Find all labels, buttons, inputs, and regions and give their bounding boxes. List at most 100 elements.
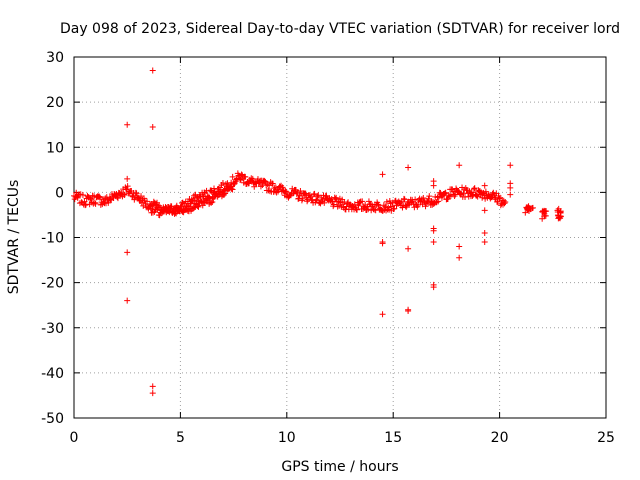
data-point: [430, 239, 437, 246]
data-point: [420, 194, 427, 201]
y-axis-tick-labels: -50 -40 -30 -20 -10 0 10 20 30: [41, 50, 64, 427]
data-point: [365, 206, 372, 213]
data-point: [249, 175, 256, 182]
data-point: [405, 245, 412, 252]
data-point: [529, 204, 536, 211]
data-point: [153, 199, 160, 206]
data-point: [74, 194, 81, 201]
x-axis-tick-labels: 0 5 10 15 20 25: [70, 430, 615, 446]
data-point: [330, 201, 337, 208]
data-point: [507, 191, 514, 198]
data-point: [481, 182, 488, 189]
data-point: [372, 207, 379, 214]
data-point: [379, 240, 386, 247]
x-tick-label: 0: [70, 430, 79, 446]
data-point: [481, 229, 488, 236]
data-point: [206, 194, 213, 201]
data-point: [374, 201, 381, 208]
data-point: [525, 203, 532, 210]
data-point: [405, 164, 412, 171]
data-point: [97, 194, 104, 201]
data-point: [379, 311, 386, 318]
data-point: [554, 207, 561, 214]
data-point: [522, 209, 529, 216]
data-point: [208, 199, 215, 206]
data-point: [498, 200, 505, 207]
data-point: [430, 182, 437, 189]
data-point: [400, 195, 407, 202]
data-point: [105, 199, 112, 206]
data-point: [430, 284, 437, 291]
data-point: [91, 199, 98, 206]
data-point: [365, 198, 372, 205]
x-axis-title: GPS time / hours: [281, 459, 398, 475]
data-point: [444, 196, 451, 203]
grid-lines: [74, 57, 606, 418]
data-point: [456, 243, 463, 250]
y-tick-label: 20: [46, 95, 64, 111]
data-point: [435, 198, 442, 205]
data-point: [194, 203, 201, 210]
data-point: [426, 193, 433, 200]
y-tick-label: -30: [41, 321, 64, 337]
data-point: [96, 193, 103, 200]
data-point: [333, 194, 340, 201]
data-point: [383, 198, 390, 205]
data-point: [405, 308, 412, 315]
data-point: [299, 195, 306, 202]
data-point: [482, 188, 489, 195]
data-point: [81, 198, 88, 205]
data-point: [314, 193, 321, 200]
data-point: [149, 383, 156, 390]
data-point: [380, 202, 387, 209]
data-point: [149, 390, 156, 397]
data-point: [173, 210, 180, 217]
data-point: [359, 205, 366, 212]
data-point: [524, 204, 531, 211]
data-point: [221, 191, 228, 198]
data-point: [371, 206, 378, 213]
data-point: [306, 192, 313, 199]
data-point: [265, 187, 272, 194]
data-point: [124, 175, 131, 182]
x-tick-label: 15: [384, 430, 402, 446]
data-point: [279, 184, 286, 191]
data-point: [251, 183, 258, 190]
data-point: [79, 192, 86, 199]
data-point: [494, 198, 501, 205]
x-tick-label: 10: [278, 430, 296, 446]
data-point: [266, 188, 273, 195]
data-point: [132, 189, 139, 196]
data-point: [401, 196, 408, 203]
data-point: [282, 188, 289, 195]
data-point: [481, 239, 488, 246]
data-point: [391, 205, 398, 212]
data-point: [88, 196, 95, 203]
data-point: [200, 199, 207, 206]
data-point: [507, 162, 514, 169]
data-point: [124, 183, 131, 190]
data-point: [430, 227, 437, 234]
data-point: [87, 195, 94, 202]
data-point: [248, 175, 255, 182]
data-point: [296, 192, 303, 199]
data-point: [501, 200, 508, 207]
data-point: [286, 193, 293, 200]
y-axis-title: SDTVAR / TECUs: [6, 180, 22, 295]
data-point: [89, 192, 96, 199]
data-point: [446, 193, 453, 200]
data-point: [97, 201, 104, 208]
data-point: [149, 209, 156, 216]
y-tick-label: -10: [41, 231, 64, 247]
chart-title: Day 098 of 2023, Sidereal Day-to-day VTE…: [60, 21, 620, 37]
data-point: [82, 202, 89, 209]
data-point: [121, 191, 128, 198]
data-point: [179, 199, 186, 206]
data-point: [438, 194, 445, 201]
data-point: [114, 195, 121, 202]
data-point: [114, 193, 121, 200]
data-point: [229, 173, 236, 180]
data-point: [124, 297, 131, 304]
data-point: [507, 184, 514, 191]
data-point: [470, 186, 477, 193]
